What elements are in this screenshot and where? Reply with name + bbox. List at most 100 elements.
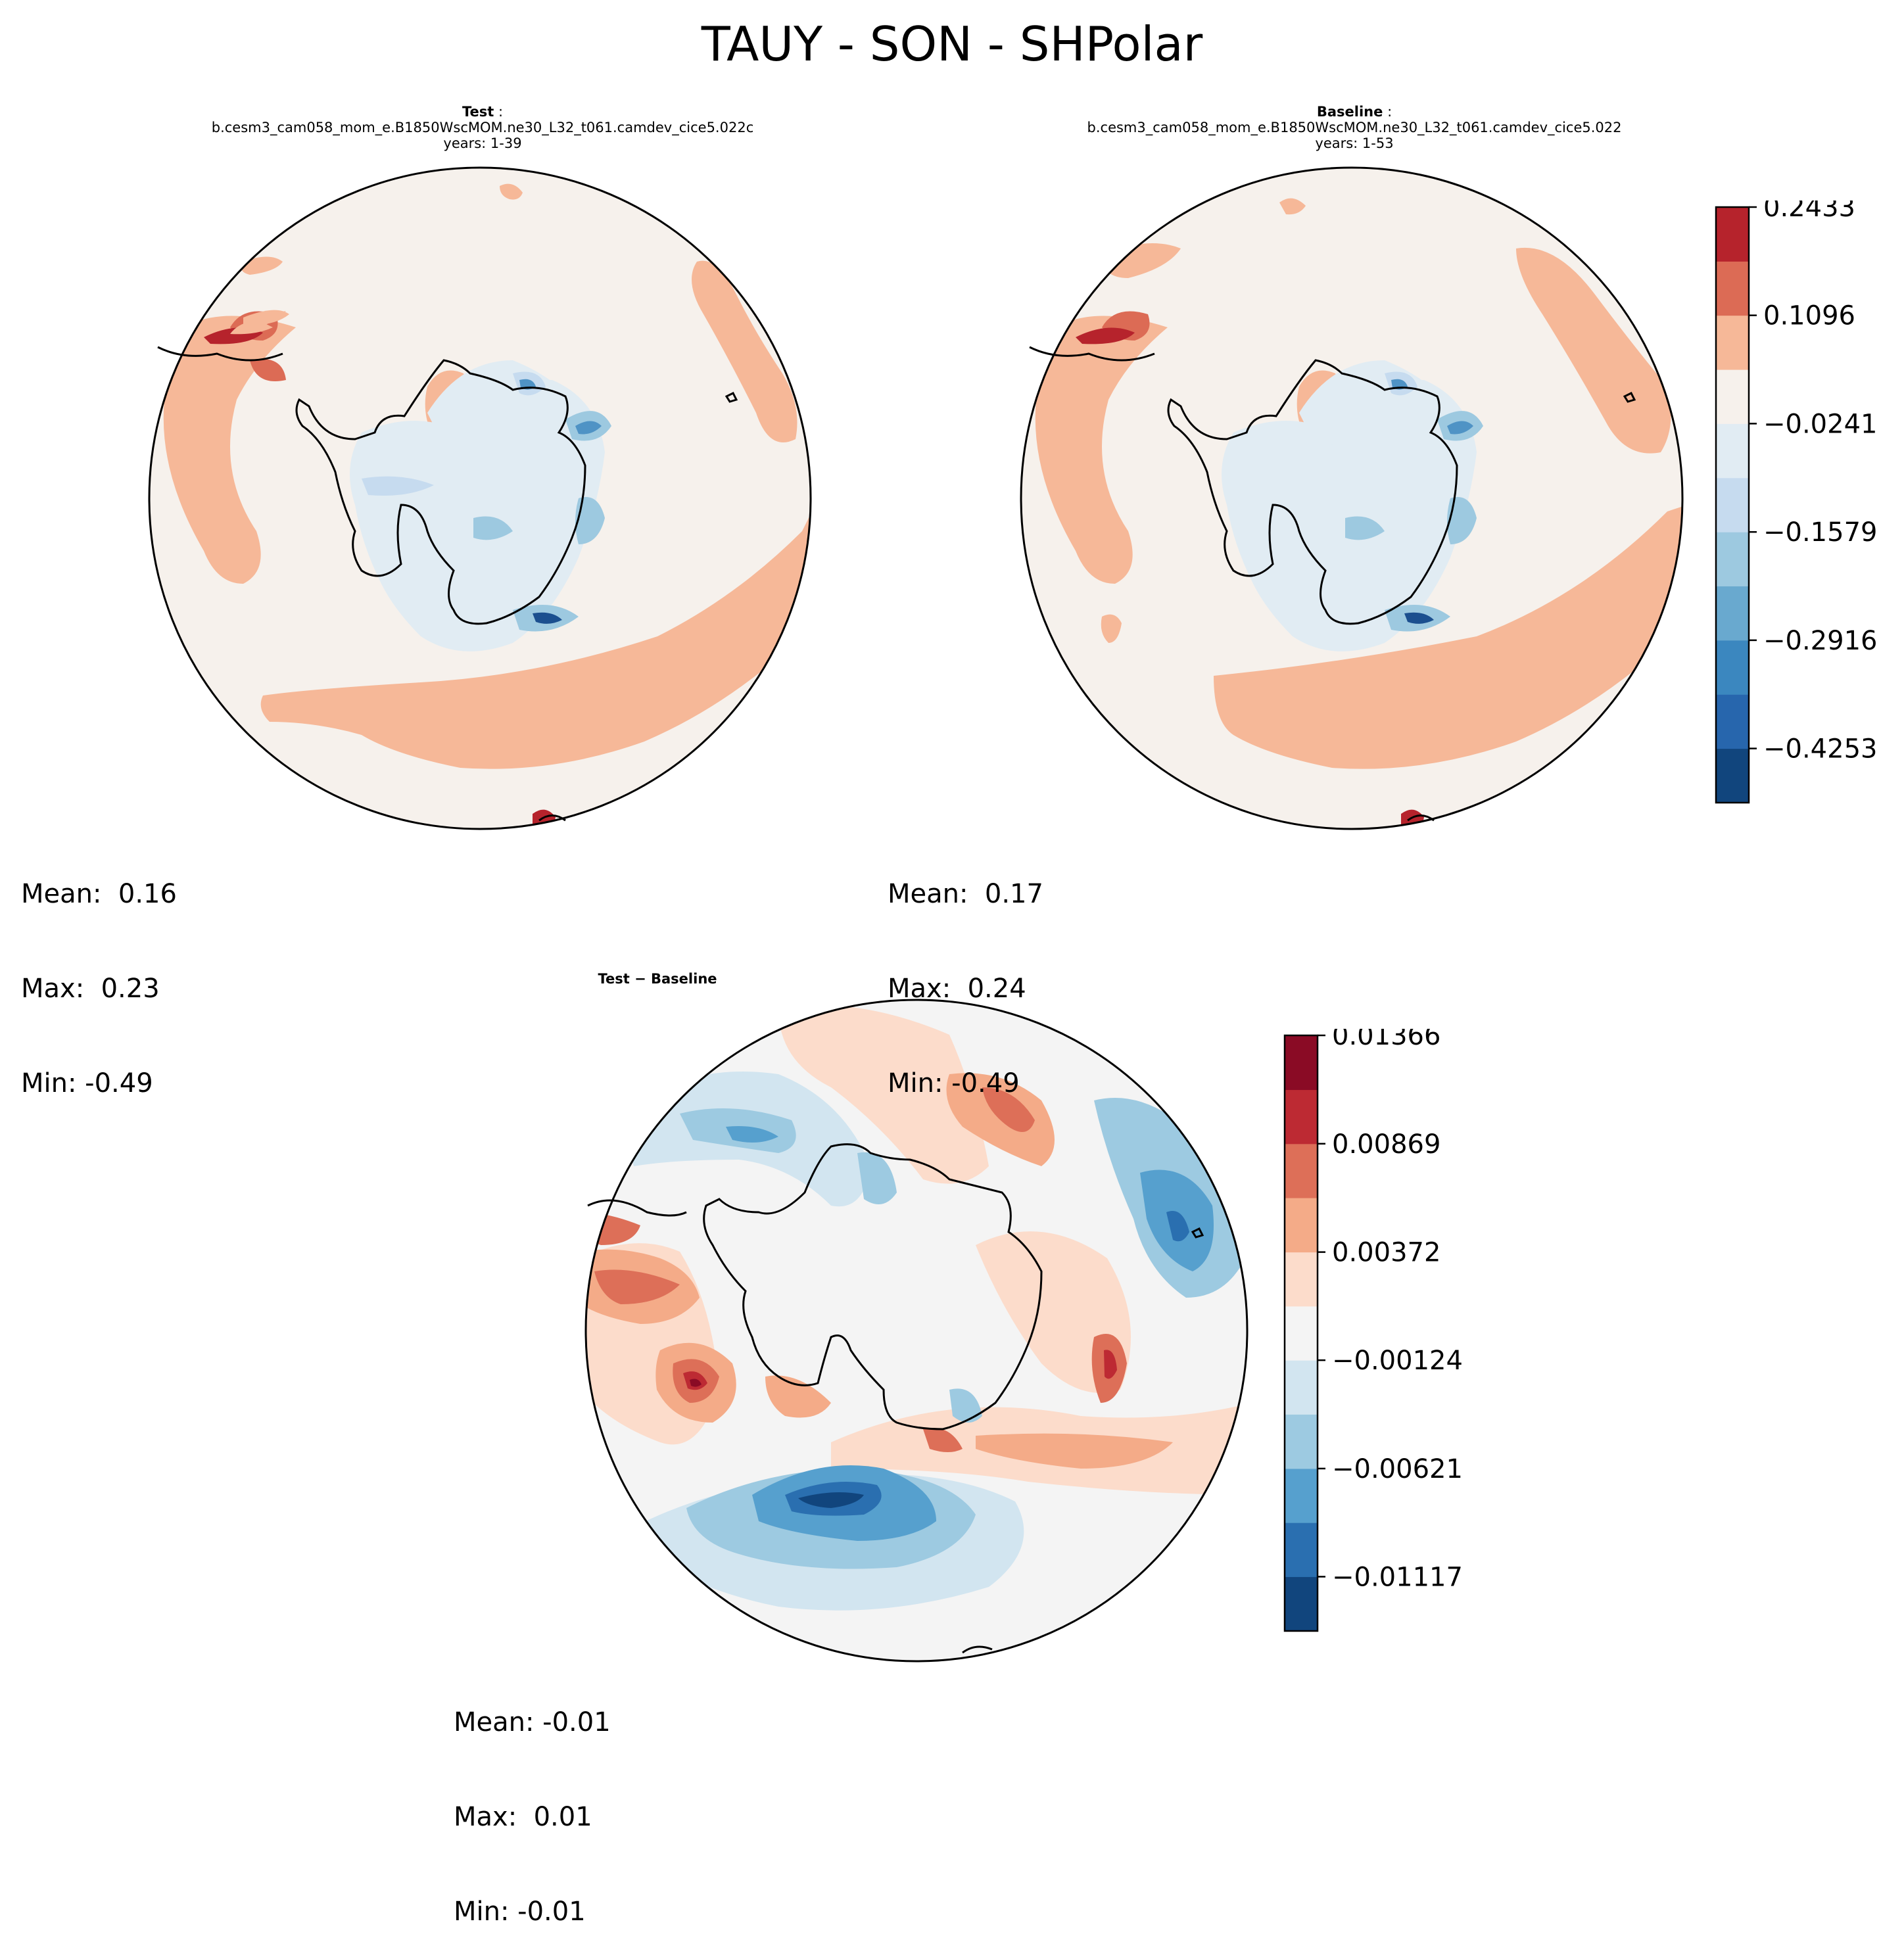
test-region-pos xyxy=(260,505,811,769)
diff-colorbar-segment xyxy=(1285,1143,1318,1198)
baseline-colorbar-tick-label: −0.0241 xyxy=(1763,409,1877,439)
baseline-stat-max: Max: 0.24 xyxy=(888,974,1026,1004)
baseline-label-colon: : xyxy=(1387,104,1392,120)
diff-region-pos4 xyxy=(1104,1350,1117,1379)
baseline-colorbar-segment xyxy=(1716,423,1749,479)
diff-colorbar-segment xyxy=(1285,1252,1318,1307)
baseline-colorbar-tick-label: −0.2916 xyxy=(1763,626,1877,656)
test-stat-mean: Mean: 0.16 xyxy=(21,879,177,909)
test-region-pos xyxy=(692,260,797,442)
baseline-polar-map xyxy=(1020,166,1684,830)
diff-colorbar-frame xyxy=(1283,1034,1319,1632)
baseline-region-pos xyxy=(1214,505,1682,769)
baseline-region-neg xyxy=(1222,380,1477,651)
diff-region-pos3 xyxy=(982,1087,1035,1132)
baseline-map-fill xyxy=(1021,168,1682,829)
diff-coastline-island xyxy=(1191,1227,1204,1239)
test-label-colon: : xyxy=(498,104,504,120)
diff-region-pos2 xyxy=(976,1433,1173,1469)
test-label: Test xyxy=(462,104,494,120)
baseline-colorbar-tick-label: −0.4253 xyxy=(1763,734,1877,765)
test-map-boundary xyxy=(148,166,812,830)
diff-colorbar-segment xyxy=(1285,1306,1318,1361)
baseline-region-pos xyxy=(1516,247,1671,454)
diff-colorbar-tick-label: −0.00621 xyxy=(1332,1454,1463,1484)
diff-colorbar-segment xyxy=(1285,1468,1318,1523)
test-region-neg4 xyxy=(575,421,602,435)
diff-map-fill xyxy=(586,1000,1247,1661)
test-region-pos2 xyxy=(250,359,286,381)
test-stat-min: Min: -0.49 xyxy=(21,1068,153,1098)
diff-colorbar-tick-label: 0.00869 xyxy=(1332,1129,1440,1160)
diff-stat-min: Min: -0.01 xyxy=(454,1897,586,1927)
figure-title: TAUY - SON - SHPolar xyxy=(701,16,1203,72)
diff-label: Test − Baseline xyxy=(598,971,717,987)
baseline-region-pos xyxy=(1035,316,1168,584)
diff-colorbar-segment xyxy=(1285,1522,1318,1577)
baseline-colorbar: 0.2433 0.1096 −0.0241 −0.1579 −0.2916 −0.4253 xyxy=(1715,201,1877,804)
baseline-stats: Mean: 0.17 Max: 0.24 Min: -0.49 xyxy=(888,815,1043,1131)
test-polar-map xyxy=(148,166,812,830)
baseline-colorbar-tick-label: −0.1579 xyxy=(1763,517,1877,548)
diff-region-neg2 xyxy=(857,1152,897,1204)
diff-stats: Mean: -0.01 Max: 0.01 Min: -0.01 xyxy=(454,1643,611,1959)
diff-colorbar-segment xyxy=(1285,1360,1318,1415)
test-region-neg3 xyxy=(575,497,605,544)
test-region-pos xyxy=(241,256,283,275)
baseline-colorbar-tick-label: 0.2433 xyxy=(1763,201,1855,223)
baseline-region-neg5 xyxy=(1404,612,1434,624)
baseline-colorbar-segment xyxy=(1716,261,1749,316)
test-coastline-island xyxy=(725,391,738,403)
baseline-colorbar-segment xyxy=(1716,207,1749,262)
test-stats: Mean: 0.16 Max: 0.23 Min: -0.49 xyxy=(21,815,177,1131)
baseline-case-name: b.cesm3_cam058_mom_e.B1850WscMOM.ne30_L3… xyxy=(1087,120,1622,135)
baseline-region-pos xyxy=(1279,198,1306,215)
baseline-region-neg4 xyxy=(1447,421,1473,435)
test-region-pos xyxy=(500,183,523,200)
diff-colorbar-segment xyxy=(1285,1198,1318,1253)
test-case-name: b.cesm3_cam058_mom_e.B1850WscMOM.ne30_L3… xyxy=(211,120,754,135)
baseline-region-pos xyxy=(1101,614,1122,643)
test-coastline xyxy=(295,359,586,625)
baseline-years: years: 1-53 xyxy=(1315,135,1394,151)
diff-colorbar-segment xyxy=(1285,1089,1318,1145)
diff-region-neg3 xyxy=(726,1126,778,1143)
baseline-colorbar-segment xyxy=(1716,532,1749,586)
test-region-neg2 xyxy=(362,476,434,496)
baseline-stat-mean: Mean: 0.17 xyxy=(888,879,1043,909)
test-region-neg3 xyxy=(473,516,513,540)
baseline-region-neg3 xyxy=(1345,516,1385,540)
diff-colorbar-tick-label: 0.01366 xyxy=(1332,1029,1440,1051)
diff-map-boundary xyxy=(584,999,1249,1663)
diff-colorbar-tick-label: −0.00124 xyxy=(1332,1346,1463,1376)
baseline-coastline-island xyxy=(1623,391,1636,403)
baseline-colorbar-segment xyxy=(1716,477,1749,532)
diff-polar-map xyxy=(584,999,1249,1663)
diff-colorbar-segment xyxy=(1285,1576,1318,1632)
diff-region-neg4 xyxy=(1166,1211,1189,1242)
baseline-colorbar-segment xyxy=(1716,694,1749,749)
test-region-neg xyxy=(350,380,605,651)
test-map-fill xyxy=(149,168,811,829)
test-years: years: 1-39 xyxy=(443,135,522,151)
diff-colorbar-tick-label: −0.01117 xyxy=(1332,1562,1463,1592)
diff-coastline xyxy=(703,1143,1043,1430)
baseline-coastline-south-america xyxy=(1029,346,1155,362)
diff-coastline-africa-tip xyxy=(962,1645,993,1654)
diff-colorbar: 0.01366 0.00869 0.00372 −0.00124 −0.00621 −0.… xyxy=(1283,1029,1463,1632)
baseline-map-boundary xyxy=(1020,166,1684,830)
baseline-colorbar-segment xyxy=(1716,586,1749,641)
diff-region-pos5 xyxy=(690,1379,702,1387)
test-panel-title: Test : b.cesm3_cam058_mom_e.B1850WscMOM.… xyxy=(154,104,811,151)
diff-stat-mean: Mean: -0.01 xyxy=(454,1707,611,1737)
test-coastline-south-america xyxy=(157,346,283,362)
diff-region-neg5 xyxy=(798,1492,864,1508)
baseline-colorbar-segment xyxy=(1716,315,1749,370)
diff-coastline-south-america xyxy=(587,1199,687,1217)
baseline-colorbar-tick-label: 0.1096 xyxy=(1763,301,1855,331)
baseline-colorbar-segment xyxy=(1716,640,1749,695)
baseline-colorbar-segment xyxy=(1716,369,1749,424)
baseline-label: Baseline xyxy=(1316,104,1383,120)
diff-colorbar-tick-label: 0.00372 xyxy=(1332,1238,1440,1268)
baseline-region-neg3 xyxy=(1447,497,1477,544)
